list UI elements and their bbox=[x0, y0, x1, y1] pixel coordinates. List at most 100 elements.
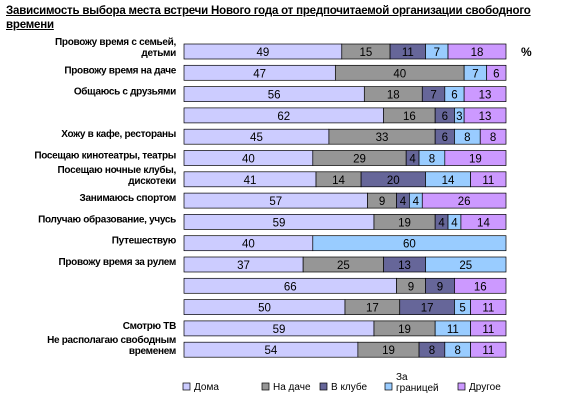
bar-segment bbox=[463, 86, 507, 102]
value-label: 11 bbox=[482, 175, 494, 187]
value-label: 13 bbox=[479, 90, 492, 102]
legend-swatch bbox=[261, 382, 270, 391]
value-label: 4 bbox=[400, 196, 407, 208]
legend-label: Другое bbox=[469, 382, 501, 393]
bar-segment bbox=[486, 64, 507, 81]
value-label: 11 bbox=[482, 345, 494, 357]
value-label: 7 bbox=[472, 68, 478, 80]
bar-segment bbox=[454, 277, 507, 294]
legend-label-line: границей bbox=[396, 383, 439, 394]
value-label: 7 bbox=[434, 47, 440, 59]
value-label: 19 bbox=[382, 345, 395, 357]
value-label: 6 bbox=[451, 90, 457, 102]
category-label: Провожу время с семьей, детьми bbox=[55, 37, 177, 59]
value-label: 11 bbox=[402, 47, 414, 59]
category-label: Провожу время за рулем bbox=[58, 257, 176, 268]
legend-label: За границей bbox=[396, 372, 439, 394]
value-label: 6 bbox=[493, 68, 499, 80]
category-labels: Провожу время с семьей, детьми Провожу вре… bbox=[34, 37, 177, 357]
value-label: 8 bbox=[429, 154, 435, 166]
bar-segment bbox=[470, 341, 507, 358]
legend-label-line: На даче bbox=[273, 382, 311, 393]
value-label: 4 bbox=[451, 217, 458, 229]
value-label: 14 bbox=[477, 217, 490, 229]
category-label: Занимаюсь спортом bbox=[80, 193, 176, 204]
value-label: 6 bbox=[442, 132, 448, 144]
bar-segment bbox=[444, 150, 507, 166]
value-label: 19 bbox=[398, 217, 411, 229]
category-label-line: Не располагаю свободным bbox=[47, 334, 176, 346]
value-label: 9 bbox=[379, 196, 385, 208]
value-label: 13 bbox=[479, 111, 492, 123]
value-label: 5 bbox=[459, 303, 465, 315]
category-label: Получаю образование, учусь bbox=[38, 213, 176, 225]
category-label: Провожу время на даче bbox=[64, 65, 176, 76]
value-label: 50 bbox=[258, 303, 271, 315]
value-label: 14 bbox=[332, 175, 345, 187]
bar-segment bbox=[425, 256, 507, 273]
category-label: Путешествую bbox=[112, 236, 177, 247]
category-label-line: Посещаю кинотеатры, театры bbox=[34, 151, 176, 162]
category-label-line: Путешествую bbox=[112, 236, 177, 247]
value-label: 11 bbox=[447, 324, 459, 336]
value-label: 19 bbox=[469, 154, 482, 166]
legend-label: Дома bbox=[194, 382, 219, 393]
bar-segment bbox=[463, 107, 507, 124]
value-label: 16 bbox=[474, 281, 487, 293]
value-label: 13 bbox=[398, 260, 411, 272]
value-label: 25 bbox=[337, 260, 350, 272]
value-label: 17 bbox=[421, 303, 434, 315]
category-label: Посещаю ночные клубы, дискотеки bbox=[58, 164, 177, 187]
legend-label-line: В клубе bbox=[331, 381, 367, 393]
value-label: 4 bbox=[409, 154, 416, 166]
value-label: 4 bbox=[438, 217, 445, 229]
value-label: 15 bbox=[360, 47, 373, 59]
bar-segment bbox=[460, 214, 507, 230]
value-label: 4 bbox=[413, 196, 420, 208]
bar-segment bbox=[470, 171, 507, 188]
category-label: Общаюсь с друзьями bbox=[74, 86, 176, 98]
category-label: Смотрю ТВ bbox=[123, 321, 176, 332]
legend-swatch bbox=[457, 382, 466, 391]
legend-label-line: За bbox=[396, 372, 408, 383]
value-label: 8 bbox=[454, 345, 460, 357]
value-label: 56 bbox=[268, 90, 281, 102]
category-label-line: дискотеки bbox=[128, 176, 176, 187]
legend-label: В клубе bbox=[331, 381, 367, 393]
value-label: 54 bbox=[265, 345, 278, 357]
value-label: 26 bbox=[458, 196, 471, 208]
value-label: 59 bbox=[273, 217, 286, 229]
legend-swatch bbox=[319, 382, 328, 391]
value-label: 47 bbox=[253, 68, 266, 80]
value-label: 57 bbox=[269, 196, 282, 208]
category-label-line: Провожу время на даче bbox=[64, 65, 176, 76]
category-label-line: Получаю образование, учусь bbox=[38, 213, 176, 225]
bar-segment bbox=[312, 235, 507, 252]
value-label: 14 bbox=[442, 175, 455, 187]
value-label: 41 bbox=[244, 175, 257, 187]
value-label: 11 bbox=[482, 303, 494, 315]
bar-segment bbox=[479, 128, 507, 145]
value-label: 59 bbox=[273, 324, 286, 336]
value-label: 18 bbox=[471, 47, 484, 59]
category-label-line: Посещаю ночные клубы, bbox=[58, 164, 177, 176]
category-label-line: Провожу время за рулем bbox=[58, 257, 176, 268]
value-label: 8 bbox=[464, 132, 470, 144]
value-label: 19 bbox=[398, 324, 411, 336]
value-label: 11 bbox=[482, 324, 494, 336]
category-label: Хожу в кафе, рестораны bbox=[61, 128, 176, 140]
category-label-line: Хожу в кафе, рестораны bbox=[61, 128, 176, 140]
value-label: 62 bbox=[277, 111, 290, 123]
category-label-line: Занимаюсь спортом bbox=[80, 193, 176, 204]
bar-segment bbox=[447, 43, 507, 60]
legend-label-line: Дома bbox=[194, 382, 219, 393]
bar-segment bbox=[470, 299, 507, 315]
value-label: 16 bbox=[403, 111, 416, 123]
category-label-line: детьми bbox=[141, 48, 176, 59]
value-label: 40 bbox=[242, 154, 255, 166]
bars bbox=[183, 43, 507, 358]
category-label-line: Общаюсь с друзьями bbox=[74, 86, 176, 98]
bar-segment bbox=[421, 192, 507, 209]
